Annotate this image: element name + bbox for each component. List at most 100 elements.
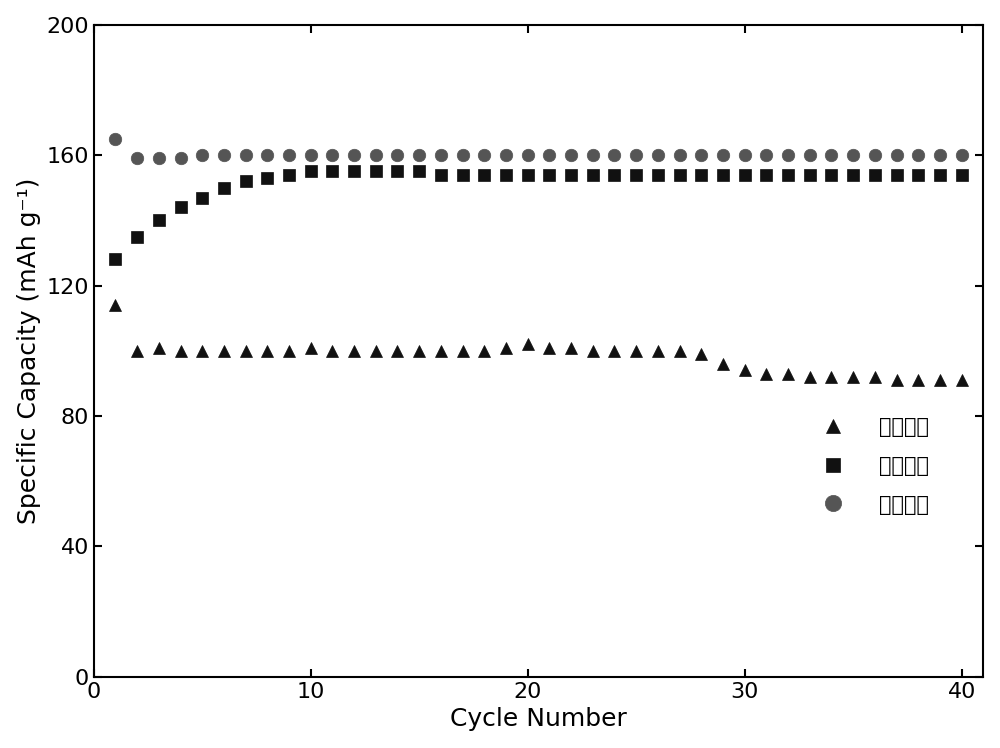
直接剖离 (348, 346, 360, 355)
Legend: 直接剖离, 补锂不足, 补锂充分: 直接剖离, 补锂不足, 补锂充分 (804, 409, 937, 523)
补锂不足 (587, 171, 599, 180)
直接剖离 (391, 346, 403, 355)
直接剖离 (912, 375, 924, 384)
Line: 补锂充分: 补锂充分 (109, 132, 968, 165)
补锂充分 (825, 150, 837, 159)
补锂不足 (131, 232, 143, 241)
补锂充分 (131, 154, 143, 163)
补锂充分 (261, 150, 273, 159)
补锂不足 (717, 171, 729, 180)
直接剖离 (543, 343, 555, 352)
直接剖离 (847, 373, 859, 381)
补锂不足 (782, 171, 794, 180)
补锂充分 (782, 150, 794, 159)
补锂不足 (652, 171, 664, 180)
补锂充分 (435, 150, 447, 159)
补锂不足 (196, 193, 208, 202)
补锂不足 (457, 171, 469, 180)
直接剖离 (370, 346, 382, 355)
直接剖离 (608, 346, 620, 355)
补锂不足 (283, 171, 295, 180)
补锂充分 (391, 150, 403, 159)
直接剖离 (326, 346, 338, 355)
补锂充分 (543, 150, 555, 159)
补锂不足 (240, 177, 252, 186)
补锂充分 (283, 150, 295, 159)
补锂充分 (478, 150, 490, 159)
补锂不足 (305, 167, 317, 176)
补锂不足 (674, 171, 686, 180)
直接剖离 (869, 373, 881, 381)
直接剖离 (825, 373, 837, 381)
Line: 补锂不足: 补锂不足 (110, 166, 967, 265)
直接剖离 (695, 349, 707, 358)
补锂充分 (326, 150, 338, 159)
直接剖离 (478, 346, 490, 355)
直接剖离 (891, 375, 903, 384)
X-axis label: Cycle Number: Cycle Number (450, 708, 627, 732)
补锂充分 (500, 150, 512, 159)
补锂充分 (413, 150, 425, 159)
直接剖离 (717, 359, 729, 368)
补锂充分 (153, 154, 165, 163)
补锂充分 (956, 150, 968, 159)
补锂不足 (891, 171, 903, 180)
补锂不足 (391, 167, 403, 176)
补锂不足 (825, 171, 837, 180)
补锂充分 (652, 150, 664, 159)
直接剖离 (652, 346, 664, 355)
补锂不足 (912, 171, 924, 180)
补锂不足 (478, 171, 490, 180)
补锂充分 (370, 150, 382, 159)
补锂不足 (500, 171, 512, 180)
Line: 直接剖离: 直接剖离 (110, 300, 967, 386)
补锂充分 (109, 135, 121, 144)
补锂充分 (674, 150, 686, 159)
补锂充分 (760, 150, 772, 159)
直接剖离 (804, 373, 816, 381)
补锂不足 (326, 167, 338, 176)
补锂不足 (218, 183, 230, 192)
补锂充分 (847, 150, 859, 159)
直接剖离 (240, 346, 252, 355)
补锂充分 (348, 150, 360, 159)
补锂充分 (196, 150, 208, 159)
直接剖离 (934, 375, 946, 384)
直接剖离 (457, 346, 469, 355)
直接剖离 (305, 343, 317, 352)
补锂不足 (565, 171, 577, 180)
补锂充分 (630, 150, 642, 159)
直接剖离 (630, 346, 642, 355)
补锂充分 (175, 154, 187, 163)
直接剖离 (283, 346, 295, 355)
补锂不足 (760, 171, 772, 180)
直接剖离 (782, 369, 794, 378)
直接剖离 (131, 346, 143, 355)
直接剖离 (175, 346, 187, 355)
直接剖离 (674, 346, 686, 355)
补锂充分 (587, 150, 599, 159)
Y-axis label: Specific Capacity (mAh g⁻¹): Specific Capacity (mAh g⁻¹) (17, 177, 41, 524)
补锂充分 (891, 150, 903, 159)
直接剖离 (500, 343, 512, 352)
补锂不足 (608, 171, 620, 180)
直接剖离 (435, 346, 447, 355)
补锂充分 (695, 150, 707, 159)
补锂不足 (413, 167, 425, 176)
补锂充分 (869, 150, 881, 159)
补锂充分 (804, 150, 816, 159)
直接剖离 (587, 346, 599, 355)
补锂充分 (934, 150, 946, 159)
补锂不足 (153, 216, 165, 225)
直接剖离 (760, 369, 772, 378)
补锂不足 (956, 171, 968, 180)
直接剖离 (565, 343, 577, 352)
补锂不足 (869, 171, 881, 180)
直接剖离 (413, 346, 425, 355)
补锂不足 (934, 171, 946, 180)
补锂不足 (847, 171, 859, 180)
补锂不足 (109, 255, 121, 264)
补锂充分 (522, 150, 534, 159)
补锂不足 (435, 171, 447, 180)
补锂不足 (695, 171, 707, 180)
